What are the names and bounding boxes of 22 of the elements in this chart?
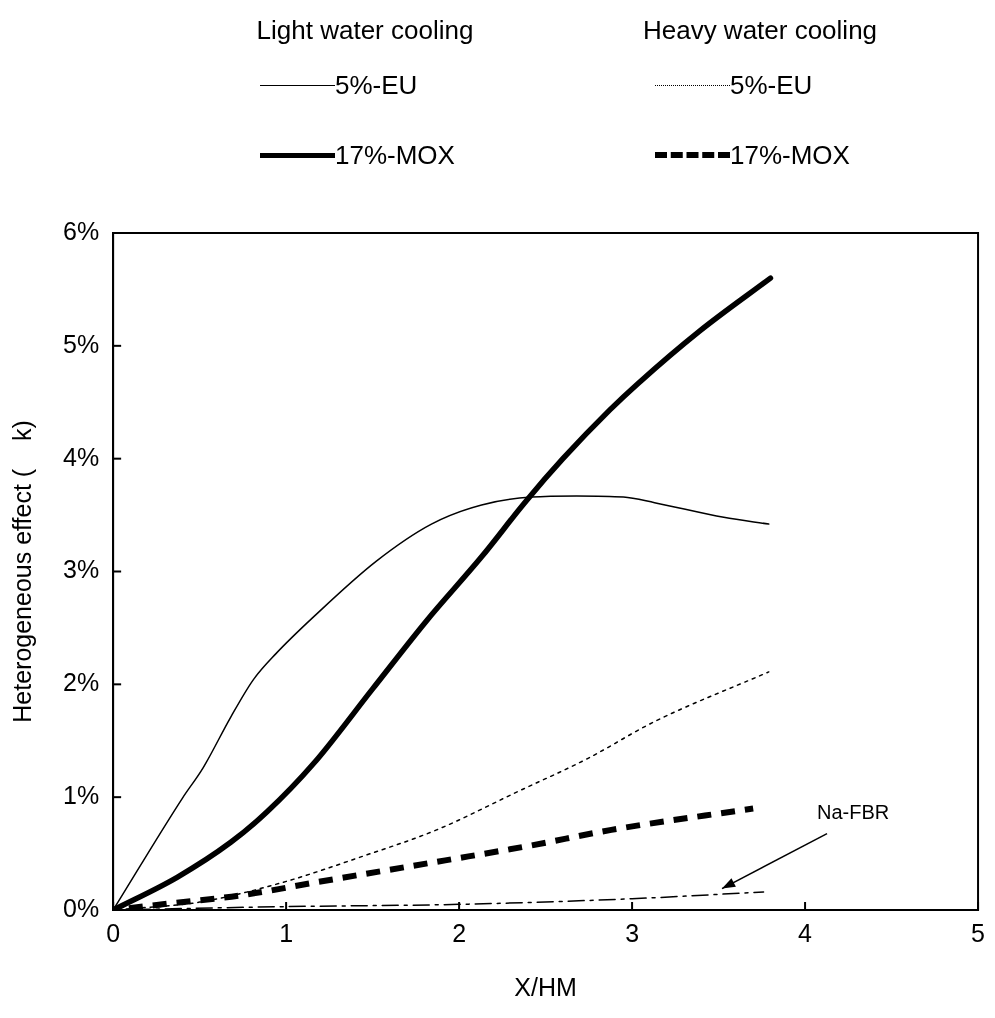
legend-label: 17%-MOX [730,139,850,171]
x-tick-label: 2 [452,918,467,947]
annotation: Na-FBR [817,801,890,824]
x-tick-label: 5 [971,918,985,947]
legend-label: 5%-EU [730,69,813,101]
y-tick-label: 1% [62,781,100,810]
legend-label: 17%-MOX [335,139,455,171]
text: Light water cooling [255,14,475,47]
y-tick-label: 3% [62,555,100,584]
x-tick-label: 3 [625,918,640,947]
x-tick-label: 1 [279,918,294,947]
text: Heavy water cooling [641,14,879,47]
legend-label: 5%-EU [335,69,418,101]
y-tick-label: 4% [62,442,100,471]
x-axis-title: X/HM [514,972,577,1001]
y-tick-label: 2% [62,668,100,697]
y-axis-title: Heterogeneous effect ( k) [7,420,36,723]
y-tick-label: 0% [62,893,100,922]
x-tick-label: 0 [106,918,121,947]
y-tick-label: 6% [62,216,100,245]
x-tick-label: 4 [798,918,813,947]
y-tick-label: 5% [62,329,100,358]
